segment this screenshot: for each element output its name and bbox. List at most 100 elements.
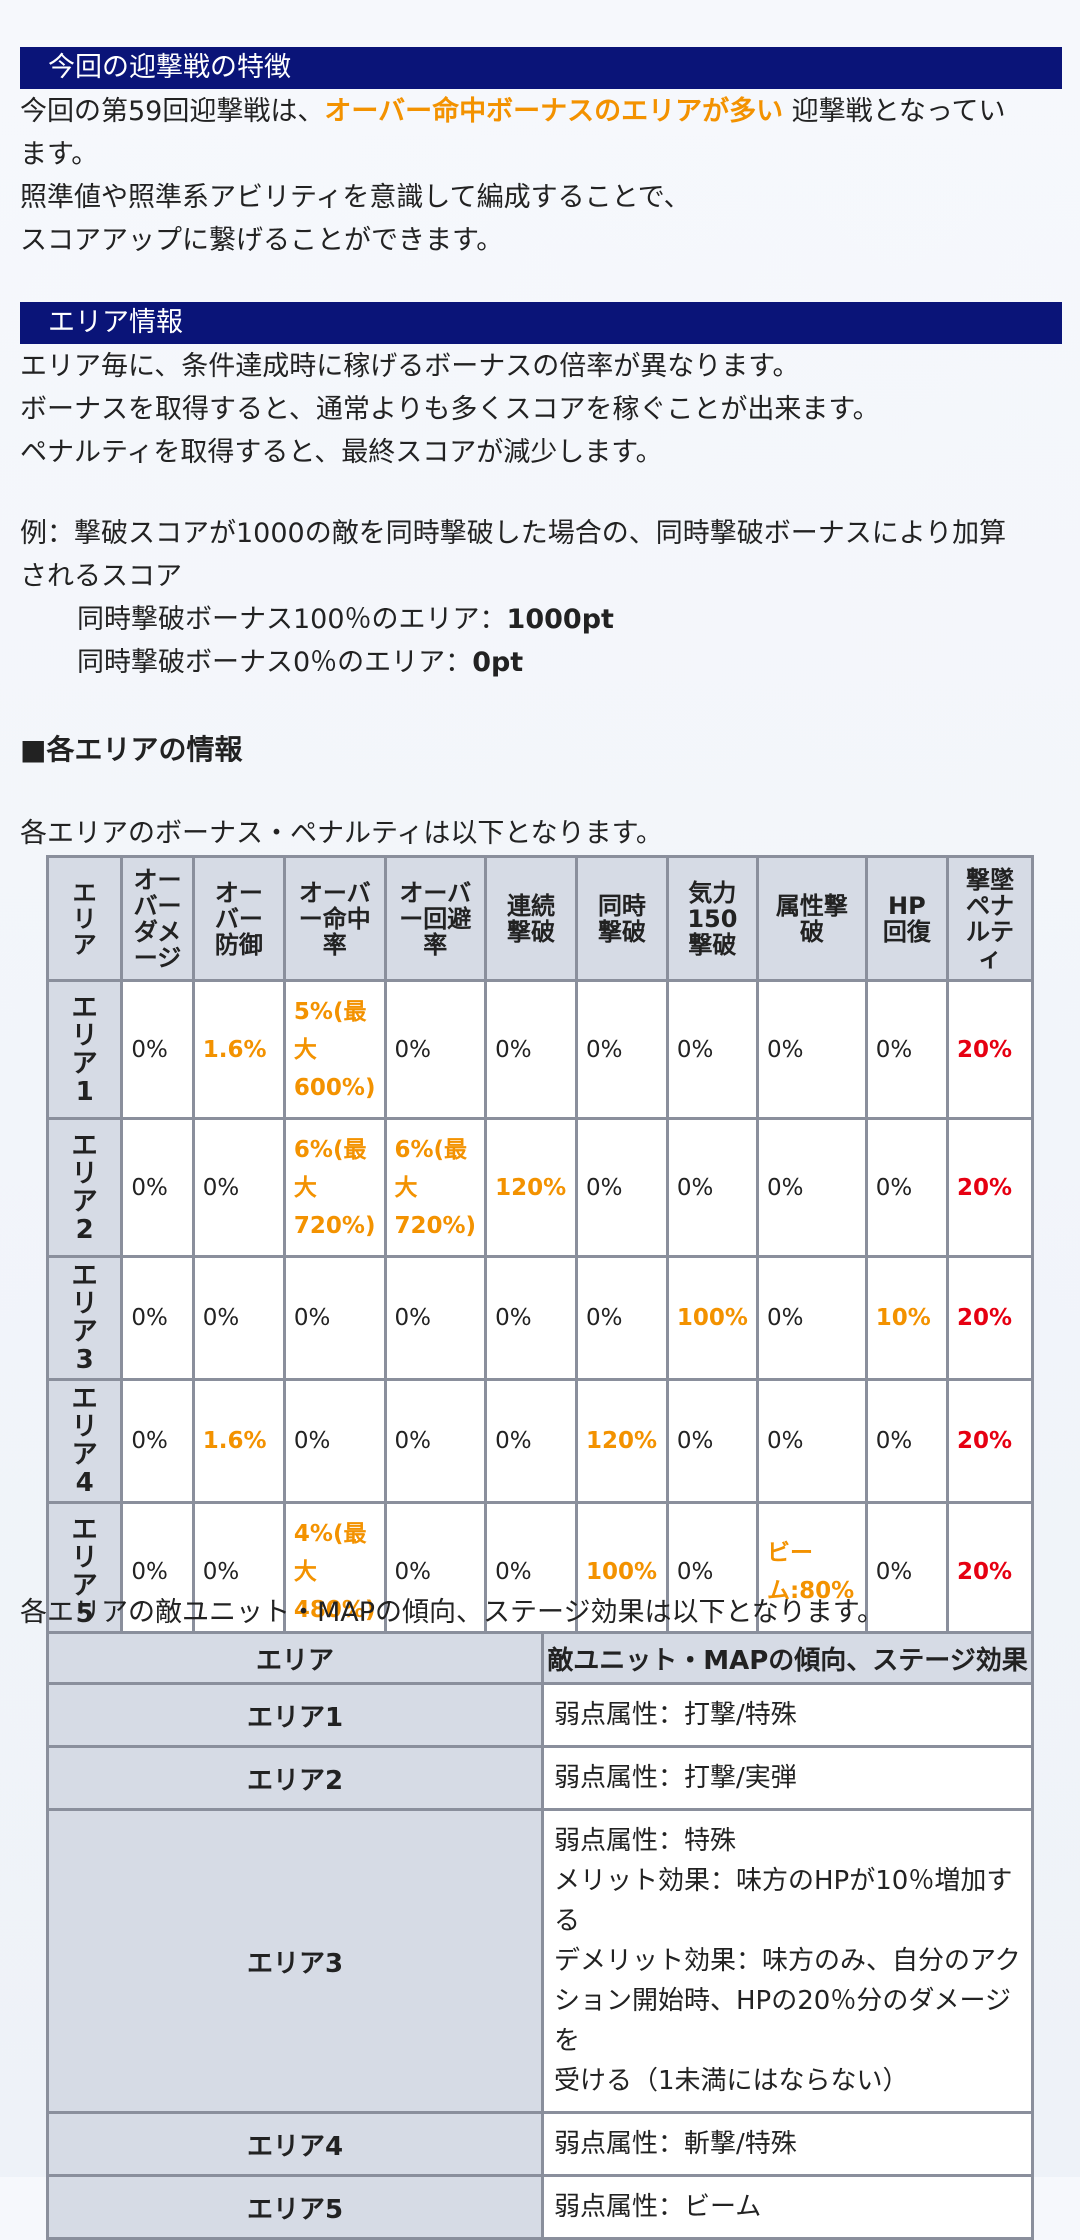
area-info-line: ボーナスを取得すると、通常よりも多くスコアを稼ぐことが出来ます。 xyxy=(20,394,880,425)
cell-chain-kill: 0% xyxy=(484,979,578,1120)
example-b-value: 0pt xyxy=(472,647,524,678)
header-over-accuracy: オーバー命中率 xyxy=(282,855,387,982)
section-header-area-info: エリア情報 xyxy=(20,302,1062,344)
page: 今回の迎撃戦の特徴 今回の第59回迎撃戦は、オーバー命中ボーナスのエリアが多い … xyxy=(20,47,1065,2240)
effect-line: 弱点属性：斬撃/特殊 xyxy=(554,2129,797,2159)
cell-attribute-kill: 0% xyxy=(755,1378,868,1504)
area-info-line: エリア毎に、条件達成時に稼げるボーナスの倍率が異なります。 xyxy=(20,351,800,382)
header-attribute-kill: 属性撃破 xyxy=(755,855,868,982)
cell-over-defense: 1.6% xyxy=(191,1378,286,1504)
bonus-intro: 各エリアのボーナス・ペナルティは以下となります。 xyxy=(20,812,1065,855)
effect-line: デメリット効果：味方のみ、自分のアク xyxy=(554,1946,1021,1976)
header-morale-kill: 気力150撃破 xyxy=(665,855,759,982)
area-info-heading: ■各エリアの情報 xyxy=(20,733,243,766)
enemy-row-area5: エリア5 弱点属性：ビーム xyxy=(46,2174,1034,2240)
bonus-header-row: エリア オーバーダメージ オーバー防御 オーバー命中率 オーバー回避率 連続撃破… xyxy=(45,855,1035,982)
features-text: 今回の第59回迎撃戦は、オーバー命中ボーナスのエリアが多い 迎撃戦となってい ま… xyxy=(20,90,1065,262)
cell-morale-kill: 0% xyxy=(665,1117,759,1258)
cell-over-accuracy: 5%(最大600%) xyxy=(282,979,387,1120)
cell-chain-kill: 0% xyxy=(484,1501,578,1642)
cell-over-accuracy: 4%(最大480%) xyxy=(282,1501,387,1642)
cell-shootdown-penalty: 20% xyxy=(945,979,1035,1120)
cell-hp-recovery: 0% xyxy=(864,1501,949,1642)
cell-morale-kill: 0% xyxy=(665,979,759,1120)
area-name: エリア5 xyxy=(45,1501,124,1642)
enemy-row-area2: エリア2 弱点属性：打撃/実弾 xyxy=(46,1745,1034,1811)
cell-morale-kill: 0% xyxy=(665,1501,759,1642)
enemy-effect: 弱点属性：打撃/実弾 xyxy=(541,1745,1034,1811)
bonus-row-area1: エリア1 0% 1.6% 5%(最大600%) 0% 0% 0% 0% 0% 0… xyxy=(45,979,1035,1120)
cell-over-accuracy: 6%(最大720%) xyxy=(282,1117,387,1258)
enemy-header-effects: 敵ユニット・MAPの傾向、ステージ効果 xyxy=(541,1631,1034,1685)
cell-chain-kill: 120% xyxy=(484,1117,578,1258)
cell-over-evasion: 0% xyxy=(383,1378,488,1504)
features-line-1-pre: 今回の第59回迎撃戦は、 xyxy=(20,96,325,127)
cell-over-damage: 0% xyxy=(120,979,195,1120)
cell-shootdown-penalty: 20% xyxy=(945,1255,1035,1381)
cell-attribute-kill: 0% xyxy=(755,979,868,1120)
enemy-table: エリア 敵ユニット・MAPの傾向、ステージ効果 エリア1 弱点属性：打撃/特殊 … xyxy=(46,1631,1034,2240)
cell-chain-kill: 0% xyxy=(484,1378,578,1504)
features-line-2: ます。 xyxy=(20,139,99,170)
cell-over-evasion: 0% xyxy=(383,979,488,1120)
cell-hp-recovery: 0% xyxy=(864,1117,949,1258)
cell-over-damage: 0% xyxy=(120,1255,195,1381)
cell-simultaneous-kill: 120% xyxy=(574,1378,669,1504)
enemy-effect: 弱点属性：特殊 メリット効果：味方のHPが10％増加する デメリット効果：味方の… xyxy=(541,1808,1034,2114)
cell-over-defense: 0% xyxy=(191,1117,286,1258)
cell-shootdown-penalty: 20% xyxy=(945,1117,1035,1258)
cell-chain-kill: 0% xyxy=(484,1255,578,1381)
effect-line: 受ける（1未満にはならない） xyxy=(554,2066,909,2096)
example-b-label: 同時撃破ボーナス0％のエリア： xyxy=(77,647,473,678)
cell-attribute-kill: ビーム:80% xyxy=(755,1501,868,1642)
features-line-4: スコアアップに繋げることができます。 xyxy=(20,225,504,256)
enemy-header-area: エリア xyxy=(46,1631,544,1685)
area-info-text: エリア毎に、条件達成時に稼げるボーナスの倍率が異なります。 ボーナスを取得すると… xyxy=(20,345,1065,474)
example-a-label: 同時撃破ボーナス100％のエリア： xyxy=(77,604,507,635)
enemy-row-area3: エリア3 弱点属性：特殊 メリット効果：味方のHPが10％増加する デメリット効… xyxy=(46,1808,1034,2114)
enemy-area-name: エリア5 xyxy=(46,2174,544,2240)
enemy-effect: 弱点属性：打撃/特殊 xyxy=(541,1682,1034,1748)
enemy-intro-text: 各エリアの敵ユニット・MAPの傾向、ステージ効果は以下となります。 xyxy=(20,1597,884,1628)
header-shootdown-penalty: 撃墜ペナルティ xyxy=(945,855,1035,982)
header-area: エリア xyxy=(45,855,124,982)
enemy-effect: 弱点属性：ビーム xyxy=(541,2174,1034,2240)
cell-over-evasion: 0% xyxy=(383,1255,488,1381)
area-name: エリア1 xyxy=(45,979,124,1120)
cell-simultaneous-kill: 100% xyxy=(574,1501,669,1642)
effect-line: ション開始時、HPの20％分のダメージを xyxy=(554,1986,1012,2056)
bonus-row-area3: エリア3 0% 0% 0% 0% 0% 0% 100% 0% 10% 20% xyxy=(45,1255,1035,1381)
effect-line: 弱点属性：特殊 xyxy=(554,1826,737,1856)
cell-over-defense: 1.6% xyxy=(191,979,286,1120)
cell-shootdown-penalty: 20% xyxy=(945,1378,1035,1504)
cell-over-evasion: 6%(最大720%) xyxy=(383,1117,488,1258)
enemy-header-row: エリア 敵ユニット・MAPの傾向、ステージ効果 xyxy=(46,1631,1034,1685)
section-header-features: 今回の迎撃戦の特徴 xyxy=(20,47,1062,89)
example-line-2: されるスコア xyxy=(20,561,182,592)
cell-attribute-kill: 0% xyxy=(755,1117,868,1258)
features-highlight: オーバー命中ボーナスのエリアが多い xyxy=(324,96,784,127)
cell-hp-recovery: 10% xyxy=(864,1255,949,1381)
cell-morale-kill: 100% xyxy=(665,1255,759,1381)
effect-line: メリット効果：味方のHPが10％増加する xyxy=(554,1866,1013,1936)
header-over-damage: オーバーダメージ xyxy=(120,855,195,982)
enemy-intro: 各エリアの敵ユニット・MAPの傾向、ステージ効果は以下となります。 xyxy=(20,1591,1065,1634)
enemy-row-area4: エリア4 弱点属性：斬撃/特殊 xyxy=(46,2111,1034,2177)
effect-line: 弱点属性：打撃/特殊 xyxy=(554,1700,797,1730)
bonus-row-area5: エリア5 0% 0% 4%(最大480%) 0% 0% 100% 0% ビーム:… xyxy=(45,1501,1035,1642)
area-name: エリア3 xyxy=(45,1255,124,1381)
enemy-area-name: エリア3 xyxy=(46,1808,544,2114)
example-a-value: 1000pt xyxy=(506,604,614,635)
example-b: 同時撃破ボーナス0％のエリア：0pt xyxy=(20,641,1065,684)
header-hp-recovery: HP回復 xyxy=(864,855,949,982)
cell-hp-recovery: 0% xyxy=(864,1378,949,1504)
cell-over-damage: 0% xyxy=(120,1378,195,1504)
area-name: エリア4 xyxy=(45,1378,124,1504)
cell-over-defense: 0% xyxy=(191,1501,286,1642)
cell-over-damage: 0% xyxy=(120,1117,195,1258)
area-info-line: ペナルティを取得すると、最終スコアが減少します。 xyxy=(20,437,663,468)
cell-over-accuracy: 0% xyxy=(282,1255,387,1381)
cell-over-defense: 0% xyxy=(191,1255,286,1381)
bonus-table: エリア オーバーダメージ オーバー防御 オーバー命中率 オーバー回避率 連続撃破… xyxy=(45,855,1035,1642)
area-name: エリア2 xyxy=(45,1117,124,1258)
